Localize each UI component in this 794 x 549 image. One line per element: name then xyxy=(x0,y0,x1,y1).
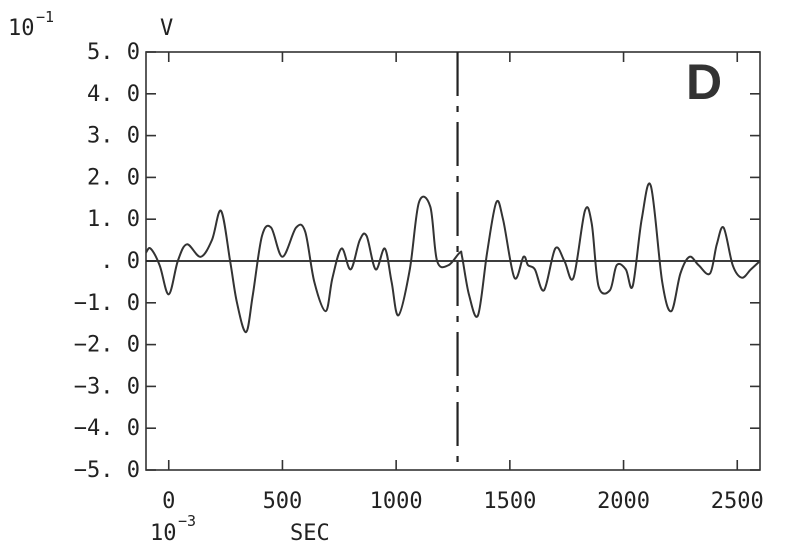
y-tick-label: −3. 0 xyxy=(74,374,140,399)
x-tick-label: 0 xyxy=(162,489,175,514)
y-unit-prefix: 10 xyxy=(8,16,35,41)
x-unit: SEC xyxy=(290,521,330,546)
y-axis-ticks: 5. 0 4. 0 3. 0 2. 0 1. 0 . 0 −1. 0 −2. 0 −3. 0 −4… xyxy=(74,40,760,483)
y-unit: V xyxy=(160,16,173,41)
y-tick-label: 3. 0 xyxy=(87,124,140,149)
y-tick-label: 2. 0 xyxy=(87,165,140,190)
y-tick-label: −1. 0 xyxy=(74,291,140,316)
y-tick-label: 5. 0 xyxy=(87,40,140,65)
x-tick-label: 1500 xyxy=(483,489,536,514)
y-unit-exponent: −1 xyxy=(36,8,54,26)
x-unit-prefix: 10 xyxy=(150,521,177,546)
y-tick-label: −2. 0 xyxy=(74,333,140,358)
x-tick-label: 500 xyxy=(263,489,303,514)
y-tick-label: −4. 0 xyxy=(74,416,140,441)
x-tick-label: 2500 xyxy=(711,489,764,514)
panel-label: D xyxy=(686,54,722,110)
x-unit-label: 10 −3 SEC xyxy=(150,512,330,546)
y-unit-label: 10 −1 V xyxy=(8,8,173,41)
y-tick-label: 4. 0 xyxy=(87,82,140,107)
signal-trace xyxy=(145,182,761,334)
y-tick-label: 1. 0 xyxy=(87,207,140,232)
y-tick-label: . 0 xyxy=(100,249,140,274)
x-unit-exponent: −3 xyxy=(178,512,196,530)
x-axis-ticks: 0 500 1000 1500 2000 2500 xyxy=(162,52,764,514)
y-tick-label: −5. 0 xyxy=(74,458,140,483)
x-tick-label: 1000 xyxy=(370,489,423,514)
x-tick-label: 2000 xyxy=(597,489,650,514)
